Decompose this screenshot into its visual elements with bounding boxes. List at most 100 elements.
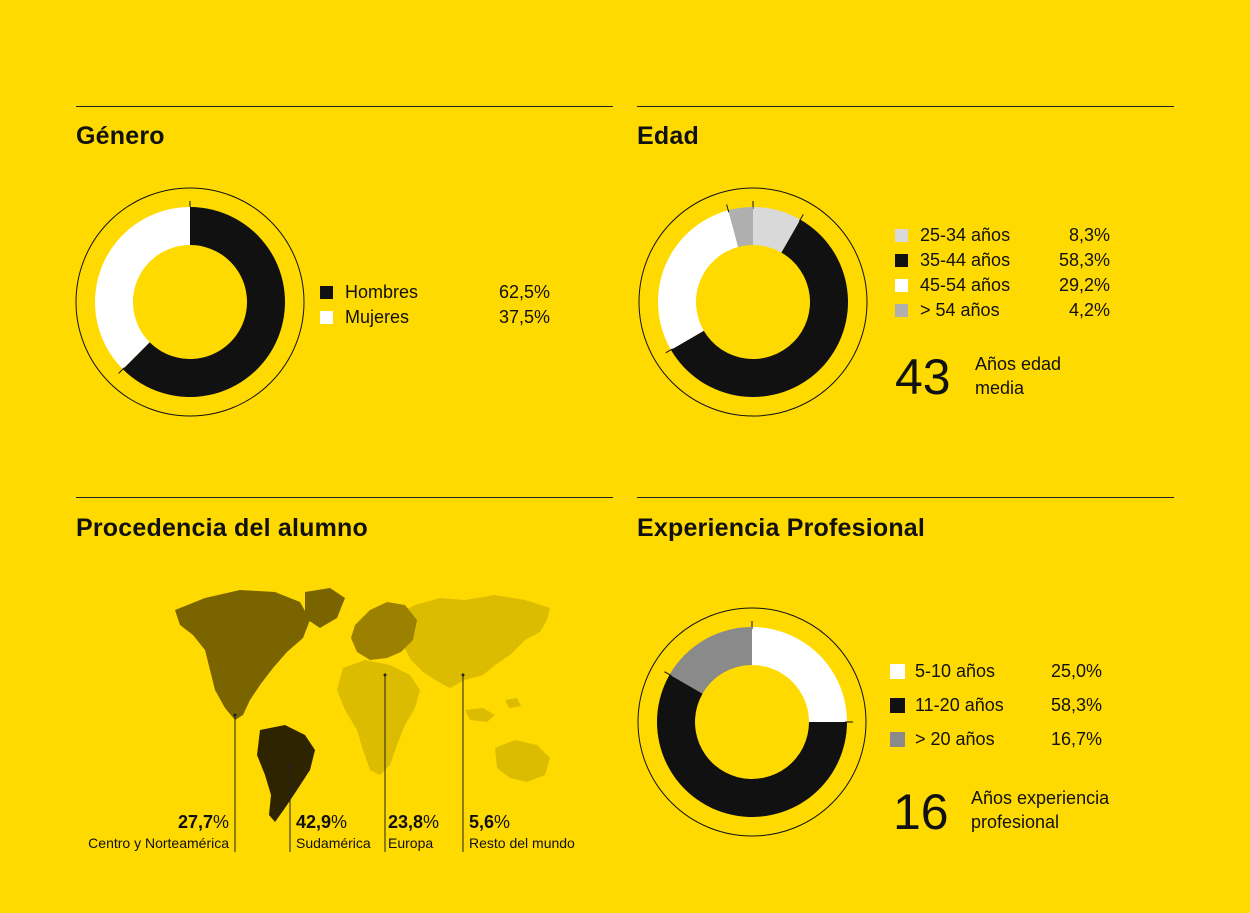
edad-media-caption-line2: media [975,378,1025,398]
legend-label: Mujeres [345,307,410,327]
legend-row: 25-34 años 8,3% [895,223,1110,248]
legend-experiencia: 5-10 años 25,0% 11-20 años 58,3% > 20 añ… [890,659,1102,761]
experiencia-number: 16 [893,784,949,840]
rule-procedencia [76,497,613,498]
legend-row: 5-10 años 25,0% [890,659,1102,693]
swatch-35-44 [895,254,908,267]
region-resto-del-mundo-islands [465,698,521,722]
legend-value: 29,2% [1058,275,1110,295]
pct-resto-del-mundo: 5,6% [469,812,510,833]
marker-europa [383,673,387,677]
title-experiencia: Experiencia Profesional [637,514,926,542]
name-centro-norteamerica: Centro y Norteamérica [88,835,229,851]
marker-centro-norteamerica [233,713,237,717]
title-procedencia: Procedencia del alumno [76,514,368,542]
legend-label: 5-10 años [915,661,996,681]
region-sudamerica [257,725,315,822]
legend-label: 45-54 años [920,275,1011,295]
donut-genero [75,187,305,417]
legend-value: 25,0% [1050,661,1102,681]
pct-europa: 23,8% [388,812,439,833]
name-resto-del-mundo: Resto del mundo [469,835,575,851]
donut-slice-25-34-a-os [753,207,801,253]
swatch-5-10 [890,664,905,679]
donut-tick [664,671,672,677]
swatch-mujeres [320,311,333,324]
legend-row: > 54 años 4,2% [895,298,1110,323]
legend-value: 37,5% [498,307,550,327]
edad-media-caption-line1: Años edad [975,354,1062,374]
legend-row: > 20 años 16,7% [890,727,1102,761]
swatch-hombres [320,286,333,299]
donut-slice-54-a-os [728,207,753,247]
legend-label: 25-34 años [920,225,1011,245]
percent-sign: % [331,812,348,832]
legend-label: 35-44 años [920,250,1011,270]
rule-edad [637,106,1174,107]
value-resto-del-mundo: 5,6 [469,812,495,832]
region-resto-del-mundo [397,595,550,688]
name-europa: Europa [388,835,434,851]
percent-sign: % [212,812,229,832]
legend-value: 62,5% [498,282,550,302]
world-map [175,588,550,852]
experiencia-caption-line2: profesional [971,812,1060,832]
legend-row: 45-54 años 29,2% [895,273,1110,298]
legend-value: 58,3% [1058,250,1110,270]
donut-outer-ring [638,187,868,417]
legend-label: Hombres [345,282,419,302]
title-genero: Género [76,122,165,150]
donut-tick [665,348,673,354]
donut-slice-35-44-a-os [670,219,848,397]
donut-tick [118,367,125,374]
legend-edad: 25-34 años 8,3% 35-44 años 58,3% 45-54 a… [895,223,1110,323]
rule-genero [76,106,613,107]
donut-slice-mujeres [95,207,190,370]
donut-slice-45-54-a-os [658,210,739,350]
legend-value: 58,3% [1050,695,1102,715]
legend-row: Hombres 62,5% [320,280,550,305]
legend-label: 11-20 años [915,695,1004,715]
name-sudamerica: Sudamérica [296,835,371,851]
legend-value: 8,3% [1068,225,1110,245]
swatch-over-54 [895,304,908,317]
title-edad: Edad [637,122,699,150]
legend-row: 35-44 años 58,3% [895,248,1110,273]
swatch-over-20 [890,732,905,747]
legend-row: 11-20 años 58,3% [890,693,1102,727]
region-resto-del-mundo-africa [337,660,420,775]
donut-tick [726,204,730,213]
value-europa: 23,8 [388,812,424,832]
region-greenland [305,588,345,628]
value-sudamerica: 42,9 [296,812,332,832]
marker-sudamerica [288,763,292,767]
rule-experiencia [637,497,1174,498]
swatch-11-20 [890,698,905,713]
donut-experiencia [637,607,867,837]
donut-slice-hombres [122,207,285,397]
edad-media-number: 43 [895,349,951,405]
legend-genero: Hombres 62,5% Mujeres 37,5% [320,280,550,330]
experiencia-caption-line1: Años experiencia [971,788,1110,808]
region-europa [351,602,417,660]
legend-value: 16,7% [1050,729,1102,749]
donut-outer-ring [75,187,305,417]
donut-edad [638,187,868,417]
legend-label: > 54 años [920,300,1000,320]
legend-value: 4,2% [1068,300,1110,320]
swatch-45-54 [895,279,908,292]
percent-sign: % [423,812,440,832]
region-resto-del-mundo-oceania [495,740,550,782]
legend-label: > 20 años [915,729,995,749]
swatch-25-34 [895,229,908,242]
donut-slice-5-10-a-os [752,627,847,722]
value-centro-norteamerica: 27,7 [177,812,213,832]
legend-row: Mujeres 37,5% [320,305,550,330]
pct-centro-norteamerica: 27,7% [178,812,229,833]
donut-slice-20-a-os [669,627,752,694]
donut-tick [798,214,804,222]
region-centro-norteamerica [175,590,310,720]
donut-outer-ring [637,607,867,837]
marker-resto-del-mundo [461,673,465,677]
percent-sign: % [494,812,511,832]
